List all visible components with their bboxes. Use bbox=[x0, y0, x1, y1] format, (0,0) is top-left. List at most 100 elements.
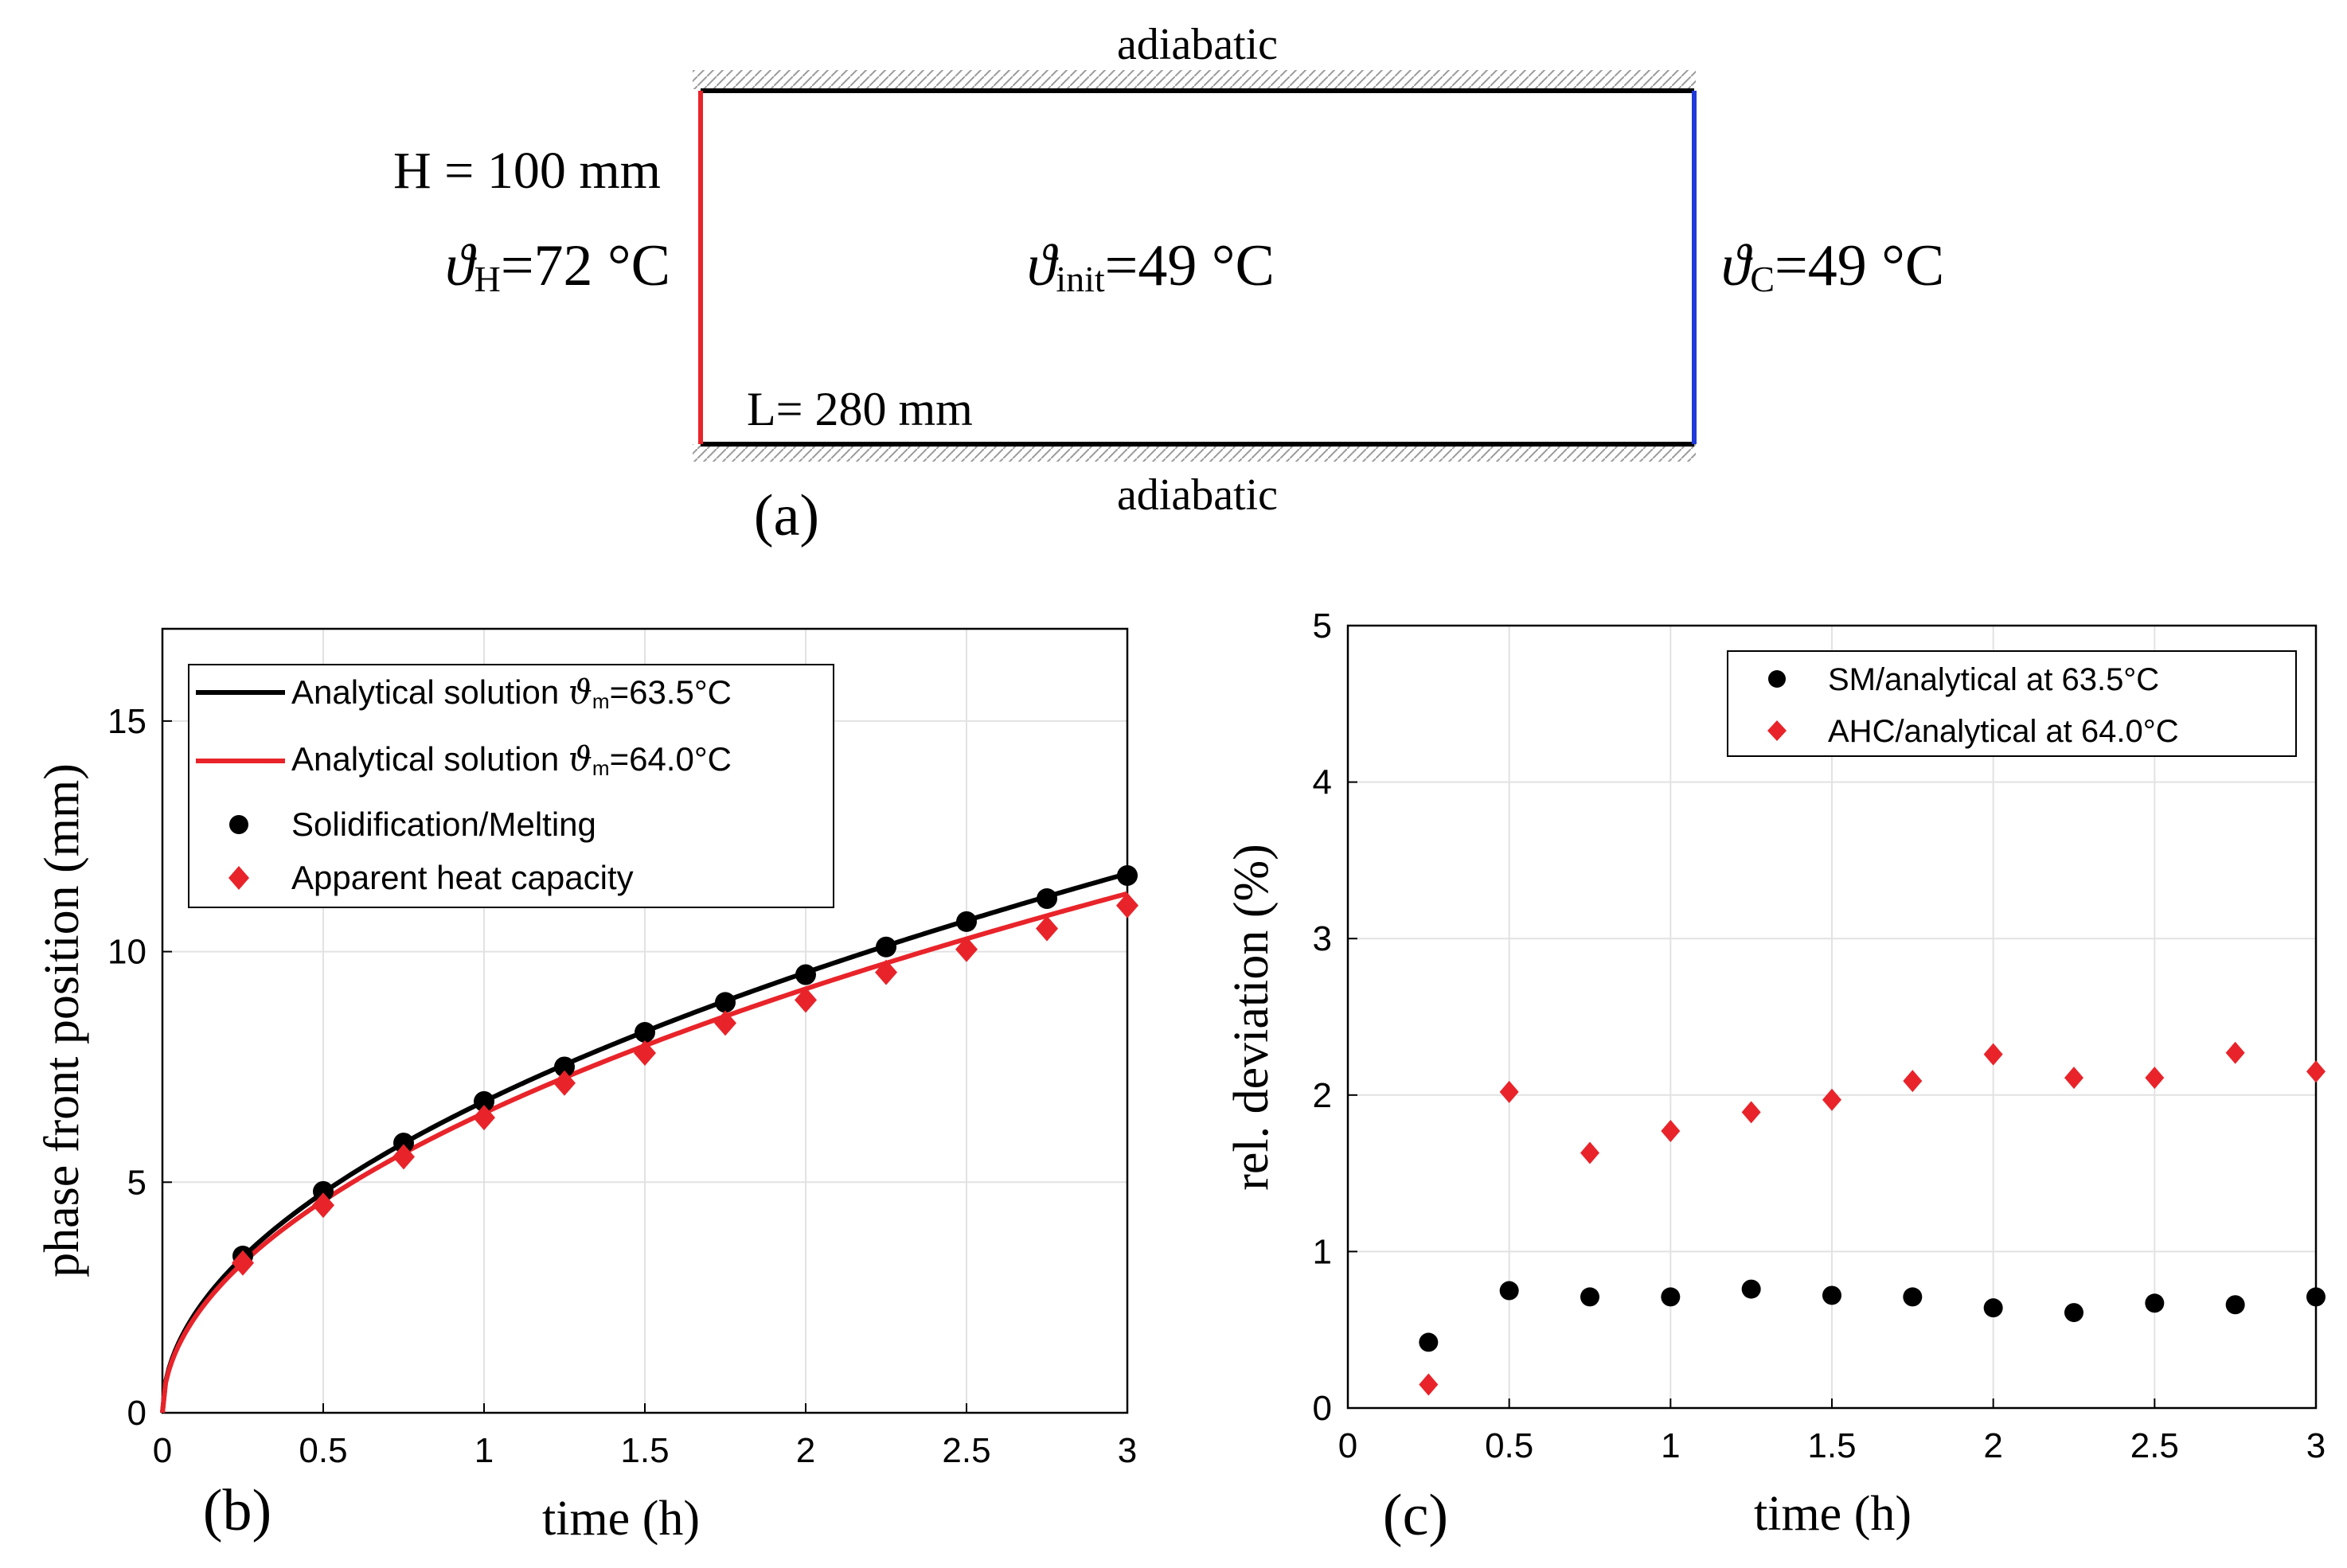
legend-label-sm: Solidification/Melting bbox=[291, 805, 596, 843]
sm-analytical-point bbox=[1419, 1332, 1439, 1352]
b-ytick-label: 10 bbox=[107, 933, 146, 972]
sm-analytical-point bbox=[1661, 1287, 1681, 1307]
apparent-heat-capacity-point bbox=[312, 1192, 334, 1219]
ahc-analytical-point bbox=[1983, 1043, 2003, 1066]
sm-analytical-point bbox=[2225, 1295, 2245, 1315]
ahc-analytical-point bbox=[1741, 1101, 1761, 1124]
c-ytick-label: 3 bbox=[1313, 919, 1332, 958]
ahc-analytical-point bbox=[1822, 1088, 1841, 1111]
sm-analytical-point bbox=[1983, 1298, 2003, 1318]
ahc-analytical-point bbox=[2145, 1067, 2165, 1090]
chart-b-markers bbox=[232, 864, 1138, 1276]
b-xtick-label: 3 bbox=[1118, 1431, 1137, 1470]
chart-b-ticks: 0 0.5 1 1.5 2 2.5 3 0 5 10 15 bbox=[107, 702, 1137, 1470]
c-ytick-label: 2 bbox=[1313, 1076, 1332, 1115]
schematic-panel: adiabatic adiabatic H = 100 mm ϑH=72 °C … bbox=[393, 20, 1944, 548]
sm-analytical-point bbox=[1822, 1285, 1841, 1305]
b-ytick-label: 15 bbox=[107, 702, 146, 741]
legend-label-sm-analytical: SM/analytical at 63.5°C bbox=[1828, 662, 2159, 697]
solidification-melting-point bbox=[393, 1133, 414, 1154]
top-hatch bbox=[693, 70, 1696, 89]
b-xtick-label: 2 bbox=[796, 1431, 815, 1470]
solidification-melting-point bbox=[715, 992, 736, 1013]
length-label: L= 280 mm bbox=[747, 383, 973, 435]
chart-b-legend: Analytical solution ϑm=63.5°C Analytical… bbox=[188, 664, 834, 908]
apparent-heat-capacity-point bbox=[795, 987, 817, 1013]
ahc-analytical-point bbox=[1903, 1070, 1923, 1093]
panel-label-a: (a) bbox=[754, 483, 819, 548]
c-ytick-label: 5 bbox=[1313, 607, 1332, 646]
b-ytick-label: 5 bbox=[127, 1163, 146, 1202]
apparent-heat-capacity-point bbox=[553, 1070, 576, 1096]
sm-analytical-point bbox=[2306, 1287, 2326, 1307]
ahc-analytical-point bbox=[1499, 1080, 1519, 1103]
c-xtick-label: 1.5 bbox=[1807, 1426, 1856, 1465]
sm-analytical-point bbox=[1580, 1287, 1599, 1307]
apparent-heat-capacity-point bbox=[634, 1040, 656, 1067]
ahc-analytical-point bbox=[1580, 1141, 1599, 1164]
sm-analytical-point bbox=[2145, 1293, 2165, 1313]
chart-b: 0 0.5 1 1.5 2 2.5 3 0 5 10 15 time (h) phase front… bbox=[35, 627, 1138, 1546]
solidification-melting-point bbox=[313, 1180, 334, 1202]
solidification-melting-point bbox=[795, 964, 816, 985]
solidification-melting-point bbox=[474, 1090, 494, 1112]
legend-marker-sm bbox=[229, 815, 248, 834]
ahc-analytical-point bbox=[2064, 1067, 2083, 1090]
legend-label-ahc-analytical: AHC/analytical at 64.0°C bbox=[1828, 714, 2179, 749]
b-xtick-label: 1 bbox=[474, 1431, 494, 1470]
sm-analytical-point bbox=[1499, 1281, 1519, 1301]
chart-c-ticks: 0 0.5 1 1.5 2 2.5 3 0 1 2 3 4 5 bbox=[1313, 607, 2326, 1465]
b-xtick-label: 0 bbox=[153, 1431, 172, 1470]
c-ytick-label: 4 bbox=[1313, 763, 1332, 802]
chart-c: 0 0.5 1 1.5 2 2.5 3 0 1 2 3 4 5 time (h) rel. deviat… bbox=[1224, 607, 2326, 1548]
apparent-heat-capacity-point bbox=[392, 1144, 415, 1170]
panel-label-b: (b) bbox=[203, 1478, 271, 1543]
apparent-heat-capacity-point bbox=[1116, 892, 1138, 919]
chart-c-markers bbox=[1419, 1041, 2326, 1396]
c-xtick-label: 1 bbox=[1661, 1426, 1680, 1465]
apparent-heat-capacity-point bbox=[473, 1105, 495, 1131]
chart-b-xlabel: time (h) bbox=[542, 1492, 700, 1546]
ahc-analytical-point bbox=[2225, 1041, 2245, 1064]
solidification-melting-point bbox=[554, 1056, 575, 1078]
chart-b-ylabel: phase front position (mm) bbox=[35, 763, 89, 1277]
solidification-melting-point bbox=[635, 1021, 655, 1043]
apparent-heat-capacity-point bbox=[1036, 915, 1058, 942]
chart-b-legend-box bbox=[188, 664, 834, 908]
sm-analytical-point bbox=[1741, 1279, 1761, 1299]
b-ytick-label: 0 bbox=[127, 1394, 146, 1433]
ahc-analytical-point bbox=[1661, 1120, 1681, 1143]
cold-temp-label: ϑC=49 °C bbox=[1721, 233, 1944, 299]
apparent-heat-capacity-point bbox=[232, 1250, 254, 1276]
b-xtick-label: 1.5 bbox=[620, 1431, 669, 1470]
apparent-heat-capacity-point bbox=[955, 936, 978, 962]
legend-marker-sm-analytical bbox=[1768, 670, 1786, 688]
sm-analytical-point bbox=[2064, 1303, 2083, 1323]
solidification-melting-point bbox=[1037, 887, 1057, 909]
legend-label-ahc: Apparent heat capacity bbox=[291, 859, 634, 896]
solidification-melting-point bbox=[876, 936, 896, 958]
b-xtick-label: 0.5 bbox=[299, 1431, 347, 1470]
top-adiabatic-label: adiabatic bbox=[1117, 20, 1278, 69]
ahc-analytical-point bbox=[2306, 1060, 2326, 1083]
hot-temp-label: ϑH=72 °C bbox=[445, 233, 670, 299]
c-ytick-label: 1 bbox=[1313, 1232, 1332, 1271]
chart-c-legend: SM/analytical at 63.5°C AHC/analytical a… bbox=[1727, 650, 2297, 757]
solidification-melting-point bbox=[1117, 864, 1138, 886]
sm-analytical-point bbox=[1903, 1287, 1923, 1307]
c-xtick-label: 0.5 bbox=[1485, 1426, 1533, 1465]
legend-label-analytical-63-5: Analytical solution ϑm=63.5°C bbox=[291, 673, 732, 713]
legend-marker-ahc-analytical bbox=[1767, 720, 1787, 741]
ahc-analytical-point bbox=[1419, 1373, 1439, 1396]
legend-marker-ahc bbox=[228, 866, 249, 890]
c-xtick-label: 2.5 bbox=[2130, 1426, 2179, 1465]
c-ytick-label: 0 bbox=[1313, 1389, 1332, 1428]
c-xtick-label: 0 bbox=[1338, 1426, 1357, 1465]
init-temp-label: ϑinit=49 °C bbox=[1027, 233, 1275, 299]
b-xtick-label: 2.5 bbox=[942, 1431, 990, 1470]
bottom-hatch bbox=[693, 444, 1696, 462]
solidification-melting-point bbox=[956, 911, 977, 932]
chart-c-legend-box bbox=[1727, 650, 2297, 757]
chart-c-ylabel: rel. deviation (%) bbox=[1224, 844, 1279, 1191]
